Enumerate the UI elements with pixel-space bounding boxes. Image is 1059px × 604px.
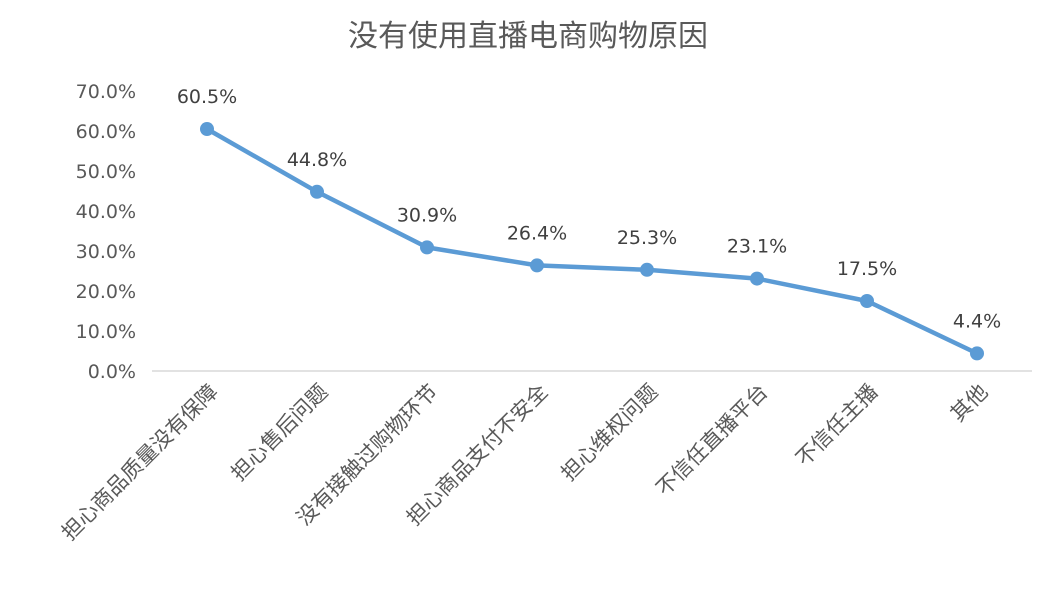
- data-point: [970, 346, 984, 361]
- data-label: 25.3%: [617, 227, 677, 249]
- x-tick-label: 担心维权问题: [556, 380, 662, 486]
- x-tick-label: 担心商品质量没有保障: [57, 380, 222, 545]
- x-tick-label: 其他: [946, 380, 993, 427]
- data-label: 4.4%: [953, 310, 1001, 332]
- data-point: [200, 122, 214, 136]
- axes: 0.0% 10.0% 20.0% 30.0% 40.0% 50.0% 60.0% 70.0% 担…: [57, 81, 1032, 545]
- data-label: 60.5%: [177, 86, 237, 108]
- data-label: 30.9%: [397, 204, 457, 226]
- series-line: [205, 127, 978, 356]
- data-label: 26.4%: [507, 222, 567, 244]
- y-tick-label: 0.0%: [88, 361, 136, 383]
- data-point: [530, 258, 544, 273]
- x-tick-label: 不信任直播平台: [652, 380, 773, 501]
- data-label: 23.1%: [727, 236, 787, 258]
- y-tick-label: 40.0%: [76, 201, 136, 223]
- data-point: [860, 294, 874, 308]
- y-tick-label: 20.0%: [76, 281, 136, 303]
- data-label: 44.8%: [287, 149, 347, 171]
- x-tick-label: 不信任主播: [791, 380, 882, 471]
- data-point: [640, 262, 654, 277]
- data-label: 17.5%: [837, 258, 897, 280]
- data-point: [420, 240, 434, 255]
- data-point: [750, 271, 764, 286]
- y-tick-label: 60.0%: [76, 121, 136, 143]
- series: 60.5% 44.8% 30.9% 26.4% 25.3% 23.1% 17.5% 4.4%: [177, 86, 1001, 361]
- y-tick-label: 50.0%: [76, 161, 136, 183]
- x-tick-label: 担心售后问题: [226, 380, 332, 486]
- y-tick-label: 30.0%: [76, 241, 136, 263]
- data-point: [310, 184, 324, 199]
- chart-title: 没有使用直播电商购物原因: [348, 19, 708, 54]
- y-tick-label: 70.0%: [76, 81, 136, 103]
- y-tick-label: 10.0%: [76, 321, 136, 343]
